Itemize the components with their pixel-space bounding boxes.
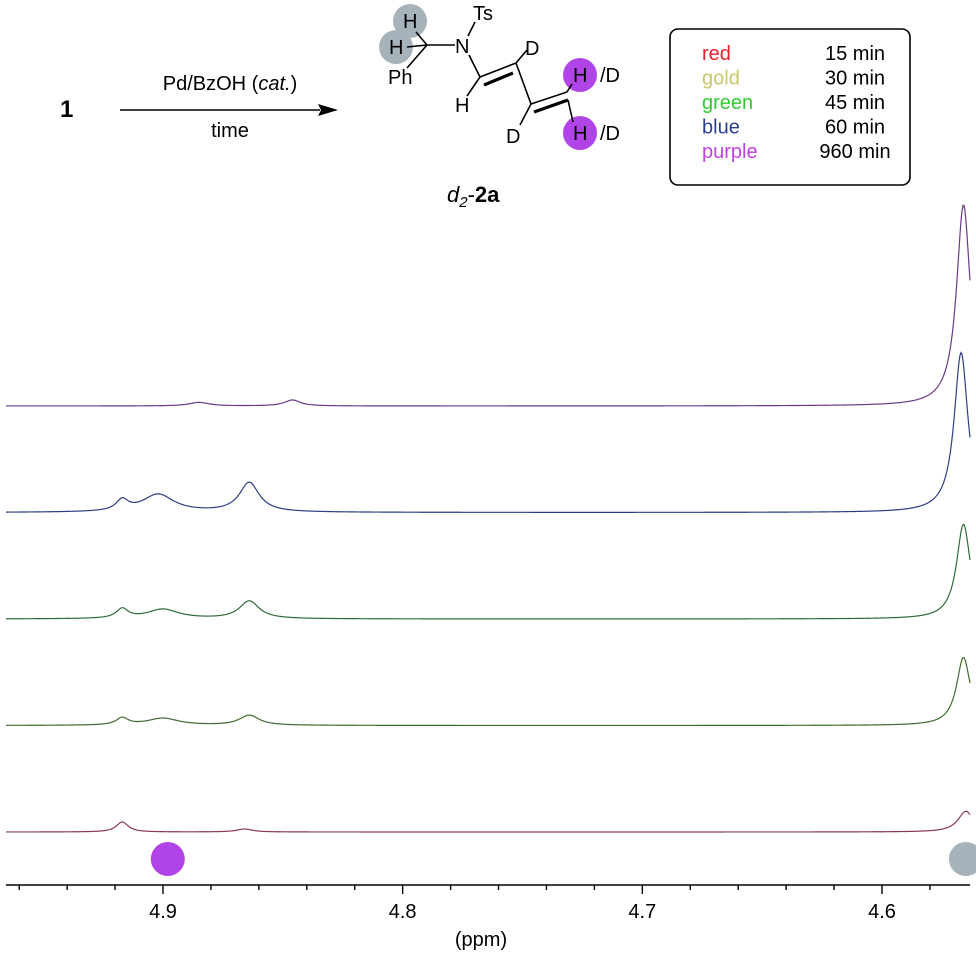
bond-c4-h1 [566,83,573,93]
legend-rows: red 15 min gold 30 min green 45 min blue 60 min… [702,43,891,163]
atom-h-vinyl: H [455,95,469,117]
atom-slash-d-1: /D [600,65,620,87]
legend: red 15 min gold 30 min green 45 min blue 60 min… [669,28,911,186]
x-axis: 4.9 4.8 4.7 4.6 [6,884,970,923]
x-tick-label: 4.6 [868,901,896,923]
legend-color-label: purple [702,141,758,163]
x-tick-label: 4.8 [389,901,417,923]
atom-d-top: D [525,38,539,60]
spectrum-trace-5 [6,204,971,407]
atom-h-benzylic-1: H [403,11,417,33]
legend-color-label: green [702,92,753,114]
bond-c3-c4-b [533,98,569,114]
legend-time-label: 960 min [819,141,890,163]
x-tick-label: 4.7 [628,901,656,923]
condition-label: time [211,120,249,142]
atom-n: N [455,36,469,58]
atom-h-terminal-2: H [573,123,587,145]
bond-c3-d [519,103,532,126]
benzylic-h-marker-2 [379,30,413,64]
atom-d-bottom: D [506,126,520,148]
atom-ts: Ts [473,3,493,25]
x-axis-label: (ppm) [455,929,507,951]
legend-box [669,28,911,186]
legend-time-label: 15 min [825,43,885,65]
bond-c2-d [515,49,528,64]
bond-c3-c4-a [530,91,568,105]
vinyl-h-marker-1 [563,58,597,92]
x-tick-label: 4.9 [149,901,177,923]
atom-h-benzylic-2: H [389,37,403,59]
bond-c2-c3 [515,62,532,105]
spectra-area [5,204,971,833]
atom-ph: Ph [388,67,412,89]
atom-slash-d-2: /D [600,123,620,145]
legend-color-label: gold [702,68,740,90]
spectrum-trace-2 [6,657,971,727]
atom-h-terminal-1: H [573,65,587,87]
bond-c-ph [406,44,428,69]
spectrum-trace-3 [6,523,971,620]
bond-h1-c [415,31,428,46]
bond-c1-h [466,76,481,97]
legend-time-label: 30 min [825,68,885,90]
grey-peak-marker [948,842,976,876]
vinyl-h-marker-2 [563,116,597,150]
bond-c1-c2-b [483,71,514,87]
purple-peak-marker [150,842,185,876]
bond-n-c1 [468,54,481,78]
legend-time-label: 60 min [825,117,885,139]
product-label: d2-2a [447,182,500,211]
reactant-label: 1 [60,96,73,123]
reaction-scheme: 1 Pd/BzOH (cat.) time H [60,3,620,211]
benzylic-h-marker-1 [393,4,427,38]
bond-n-ts [467,21,476,37]
product-structure: H H N Ts Ph H D D H H /D /D [379,3,620,150]
legend-color-label: red [702,43,731,65]
legend-color-label: blue [702,117,740,139]
legend-time-label: 45 min [825,92,885,114]
reaction-arrow-head [318,104,338,116]
spectrum-trace-4 [5,351,971,513]
spectrum-trace-1 [6,810,971,833]
bond-c1-c2-a [479,62,517,78]
reagent-label: Pd/BzOH (cat.) [163,73,298,95]
bond-c4-h2 [567,99,574,123]
bond-h2-c [406,44,428,48]
